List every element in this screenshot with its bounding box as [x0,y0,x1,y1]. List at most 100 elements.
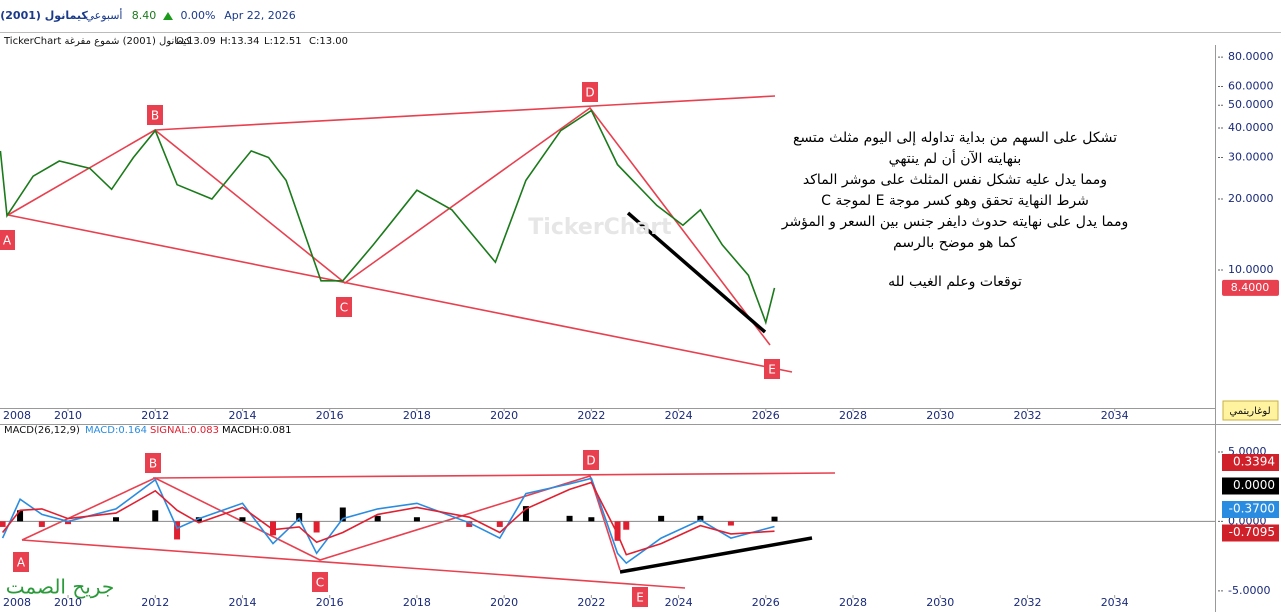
date: Apr 22, 2026 [224,9,296,22]
log-button-label[interactable]: لوغاريتمي [1229,406,1270,417]
histogram-bar [566,515,573,522]
histogram-bar [174,521,181,540]
histogram-bar [270,521,277,536]
histogram-bar [588,517,595,522]
x-tick-label: 2010 [54,409,82,422]
pattern-lines [7,95,836,589]
x-tick-label: 2018 [403,409,431,422]
last-price-label: 8.4000 [1231,281,1270,294]
series-line [1,481,775,556]
histogram-bar [374,515,381,522]
annotation: كما هو موضح بالرسم [893,235,1017,251]
value-box [1222,477,1279,495]
wave-label: B [151,109,159,123]
x-tick-label: 2024 [665,409,693,422]
histogram-bar [697,515,704,522]
ohlc-close: C:13.00 [309,36,348,47]
wave-label-box [336,297,352,317]
wave-label: C [340,301,348,315]
x-tick-label: 2012 [141,409,169,422]
header-bar [0,0,1281,32]
y-tick-label: -5.0000 [1228,584,1270,597]
wave-label-box [632,587,648,607]
annotation: بنهايته الآن أن لم ينتهي [889,149,1022,167]
up-arrow [163,12,173,20]
histogram-bar [522,506,529,522]
x-tick-label: 2016 [316,596,344,609]
log-button[interactable] [1222,400,1279,421]
y-tick-label: 30.0000 [1228,151,1274,164]
histogram-bar [339,507,346,522]
histogram-bar [466,521,473,527]
x-tick-label: 2008 [3,409,31,422]
x-tick-label: 2032 [1013,409,1041,422]
period[interactable]: أسبوعي [85,8,122,22]
y-tick-label: 80.0000 [1228,50,1274,63]
x-tick-label: 2034 [1101,409,1129,422]
indicator-title: MACD(26,12,9) [4,425,80,436]
x-tick-label: 2026 [752,596,780,609]
wave-label-box [583,450,599,470]
series-line [0,109,776,326]
histogram-bar [296,513,303,522]
chart-info: TickerChart كيمانول (2001) شموع مفرغة [3,36,191,47]
y-tick-label: 40.0000 [1228,121,1274,134]
value-box-label: -0.7095 [1229,525,1275,539]
histogram-bar [0,521,6,527]
x-tick-label: 2032 [1013,596,1041,609]
value-box [1222,454,1279,471]
wave-label-box [582,82,598,102]
wave-label: E [636,591,644,605]
x-tick-label: 2020 [490,409,518,422]
x-tick-label: 2022 [577,409,605,422]
indicator-legend: MACD:0.164 [85,425,147,436]
wave-label-box [764,359,780,379]
wave-label: A [3,234,12,248]
x-tick-label: 2028 [839,596,867,609]
last-price-box [1222,279,1279,296]
wave-label: C [316,576,324,590]
histogram-bar [614,521,621,541]
wave-label: E [768,363,776,377]
value-box-label: -0.3700 [1229,502,1275,516]
x-tick-label: 2014 [228,409,256,422]
wave-label: A [17,556,26,570]
wave-label: D [586,454,595,468]
x-tick-label: 2008 [3,596,31,609]
ohlc-open: O:13.09 [176,36,216,47]
signature: جريح الصمت [6,575,114,599]
histogram-bar [496,521,503,527]
histogram-bar [113,517,120,522]
change: 0.00% [181,9,216,22]
value-box [1222,501,1279,518]
x-tick-label: 2014 [228,596,256,609]
y-tick-label: 10.0000 [1228,263,1274,276]
indicator-legend: SIGNAL:0.083 [150,425,219,436]
wave-label: B [149,457,157,471]
watermark: TickerChart [528,215,672,240]
histogram-bar [771,516,778,522]
histogram-bar [38,521,45,527]
histogram-bar [65,521,72,525]
x-tick-label: 2018 [403,596,431,609]
ohlc-high: H:13.34 [220,36,260,47]
value-box [1222,524,1279,542]
wave-label-box [13,552,29,572]
value-box-label: 0.3394 [1233,455,1275,469]
wave-label-box [147,105,163,125]
series-line [1,477,775,565]
wave-label: D [585,86,594,100]
wave-label-box [312,572,328,592]
histogram-bar [313,521,320,533]
symbol[interactable]: كيمانول (2001) [0,9,88,22]
x-tick-label: 2034 [1101,596,1129,609]
annotation: ومما يدل عليه تشكل نفس المثلث على موشر ا… [803,172,1107,188]
x-tick-label: 2028 [839,409,867,422]
ohlc-low: L:12.51 [264,36,302,47]
price: 8.40 [132,9,157,22]
x-tick-label: 2020 [490,596,518,609]
x-tick-label: 2010 [54,596,82,609]
x-tick-label: 2030 [926,409,954,422]
annotation: ومما يدل على نهايته حدوث دايفر جنس بين ا… [781,214,1129,230]
